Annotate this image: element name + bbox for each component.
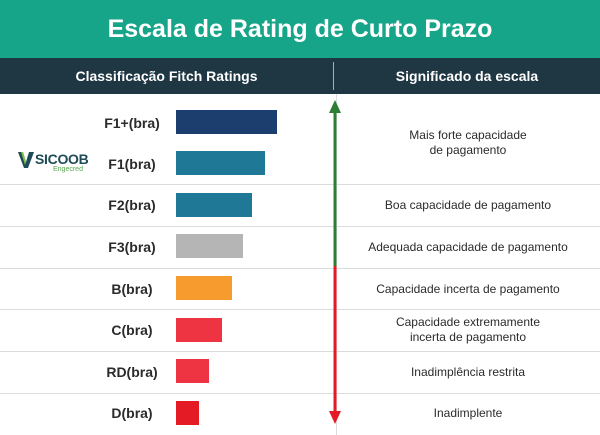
column-header-meaning: Significado da escala [334,58,600,94]
rating-bar-f1plus [176,110,277,134]
meaning-extremely-uncertain: Capacidade extremamente incerta de pagam… [350,315,586,345]
rating-code-f2: F2(bra) [108,197,156,213]
rating-bar-rd [176,359,209,383]
meaning-adequate-line1: Adequada capacidade de pagamento [368,240,568,254]
rating-bar-f3 [176,234,243,258]
meaning-good-line1: Boa capacidade de pagamento [384,198,552,212]
rating-bar-b [176,276,232,300]
page-title: Escala de Rating de Curto Prazo [107,14,493,43]
meaning-default-line1: Inadimplente [433,406,503,420]
meaning-restricted-default: Inadimplência restrita [350,365,586,380]
row-divider [0,351,600,352]
meaning-default: Inadimplente [350,406,586,421]
row-divider [0,226,600,227]
logo-subtitle: Engecred [53,166,83,173]
column-header-classification-label: Classificação Fitch Ratings [75,68,258,84]
column-header-classification: Classificação Fitch Ratings [0,58,333,94]
rating-code-f3: F3(bra) [108,239,156,255]
rating-bar-c [176,318,222,342]
meaning-uncertain: Capacidade incerta de pagamento [350,282,586,297]
rating-code-d: D(bra) [111,405,153,421]
meaning-strongest: Mais forte capacidade de pagamento [350,128,586,158]
meaning-restricted-default-line1: Inadimplência restrita [410,365,526,379]
rating-bar-f2 [176,193,252,217]
sicoob-logo: SICOOB Engecred [18,151,89,176]
row-divider [0,309,600,310]
scale-arrow-icon [329,100,341,424]
rating-code-b: B(bra) [111,281,153,297]
meaning-uncertain-line1: Capacidade incerta de pagamento [376,282,560,296]
sicoob-mark-icon [18,152,34,168]
row-divider [0,184,600,185]
meaning-extremely-uncertain-line1: Capacidade extremamente [395,315,541,329]
meaning-strongest-line2: de pagamento [429,143,507,157]
rating-code-f1plus: F1+(bra) [104,115,160,131]
rating-code-c: C(bra) [111,322,153,338]
row-divider [0,268,600,269]
header-divider [333,62,334,90]
rating-bar-d [176,401,199,425]
rating-code-rd: RD(bra) [106,364,158,380]
meaning-extremely-uncertain-line2: incerta de pagamento [409,330,527,344]
meaning-good: Boa capacidade de pagamento [350,198,586,213]
page-title-banner: Escala de Rating de Curto Prazo [0,0,600,58]
meaning-strongest-line1: Mais forte capacidade [409,128,527,142]
column-header-meaning-label: Significado da escala [395,68,539,84]
row-divider [0,393,600,394]
rating-code-f1: F1(bra) [108,156,156,172]
logo-name: SICOOB [35,151,89,167]
meaning-adequate: Adequada capacidade de pagamento [350,240,586,255]
rating-bar-f1 [176,151,265,175]
table-header: Classificação Fitch Ratings Significado … [0,58,600,94]
